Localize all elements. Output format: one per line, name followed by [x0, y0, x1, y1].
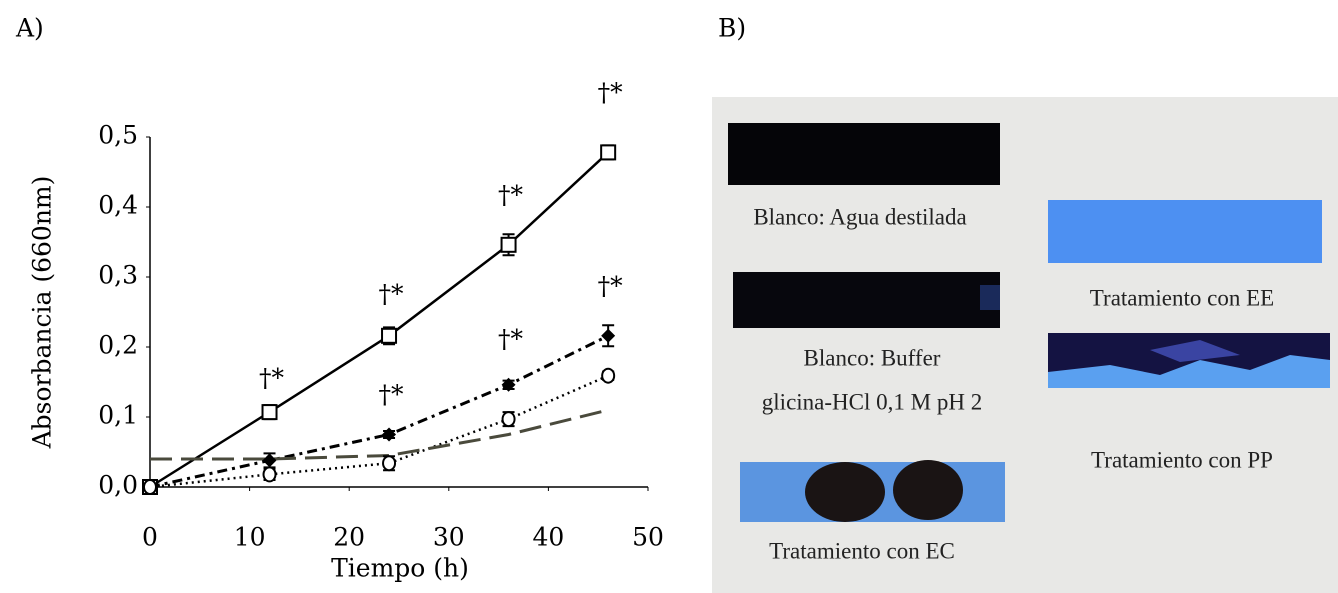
annotation: †* — [598, 78, 624, 107]
annotation: †* — [259, 364, 285, 393]
panel-label: B) — [718, 14, 746, 43]
marker — [382, 455, 397, 472]
y-tick-label: 0,4 — [98, 191, 138, 220]
marker — [601, 367, 616, 384]
x-tick-label: 20 — [333, 523, 365, 552]
y-axis-title: Absorbancia (660nm) — [28, 176, 57, 450]
strip — [728, 123, 1000, 185]
photo-label: Tratamiento con EE — [1090, 285, 1274, 310]
y-tick-label: 0,1 — [98, 401, 138, 430]
series-line — [149, 334, 609, 489]
photo-label: glicina-HCl 0,1 M pH 2 — [762, 389, 982, 414]
marker — [381, 327, 398, 344]
marker — [600, 144, 617, 161]
y-tick-label: 0,2 — [98, 331, 138, 360]
x-axis-title: Tiempo (h) — [331, 554, 469, 583]
marker — [500, 236, 517, 253]
x-tick-label: 10 — [234, 523, 266, 552]
strip-detail — [1048, 355, 1330, 388]
marker — [261, 404, 278, 421]
strip-detail — [980, 285, 1000, 310]
marker — [601, 328, 616, 343]
photo-label: Blanco: Buffer — [804, 345, 941, 370]
strip-detail — [805, 462, 885, 522]
x-tick-label: 30 — [433, 523, 465, 552]
photo-label: Tratamiento con EC — [769, 538, 955, 563]
x-tick-label: 50 — [632, 523, 664, 552]
photo: Blanco: Agua destilada Tratamiento con E… — [712, 97, 1338, 593]
annotation: †* — [598, 271, 624, 300]
marker — [262, 466, 277, 483]
marker — [501, 377, 516, 392]
annotation: †* — [498, 180, 524, 209]
marker — [382, 427, 397, 442]
strip — [1048, 200, 1322, 263]
marker — [262, 453, 277, 468]
strip — [733, 272, 1000, 328]
annotation: †* — [379, 380, 405, 409]
photo-label: Blanco: Agua destilada — [753, 204, 966, 229]
strip-detail — [893, 460, 963, 520]
y-tick-label: 0,5 — [98, 121, 138, 150]
annotation: †* — [379, 279, 405, 308]
x-tick-label: 0 — [142, 523, 158, 552]
panel-label: A) — [15, 14, 44, 43]
x-tick-label: 40 — [532, 523, 564, 552]
marker — [501, 411, 516, 428]
annotation: †* — [498, 324, 524, 353]
y-tick-label: 0,0 — [98, 471, 138, 500]
series-line — [150, 408, 609, 461]
y-tick-label: 0,3 — [98, 261, 138, 290]
strip-detail — [1150, 340, 1240, 362]
marker — [143, 479, 157, 495]
photo-label: Tratamiento con PP — [1091, 447, 1273, 472]
